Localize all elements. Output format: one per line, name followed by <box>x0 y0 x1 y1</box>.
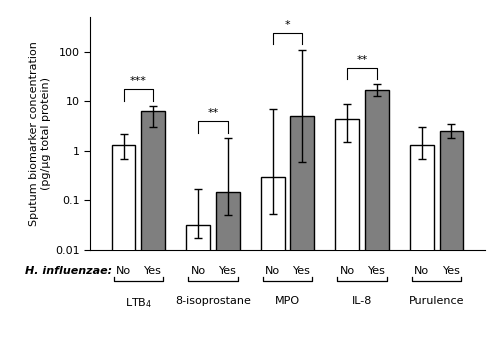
Bar <box>112 145 136 347</box>
Bar <box>216 192 240 347</box>
Text: 8-isoprostane: 8-isoprostane <box>175 296 251 306</box>
Text: No: No <box>340 266 354 276</box>
Text: Yes: Yes <box>144 266 162 276</box>
Text: LTB$_4$: LTB$_4$ <box>125 296 152 310</box>
Text: IL-8: IL-8 <box>352 296 372 306</box>
Text: **: ** <box>208 108 218 118</box>
Text: No: No <box>116 266 131 276</box>
Bar <box>365 90 389 347</box>
Text: **: ** <box>356 54 368 65</box>
Bar <box>142 111 166 347</box>
Text: Purulence: Purulence <box>409 296 465 306</box>
Y-axis label: Sputum biomarker concentration
(pg/μg total protein): Sputum biomarker concentration (pg/μg to… <box>29 41 51 226</box>
Text: No: No <box>265 266 280 276</box>
Bar <box>290 116 314 347</box>
Text: H. influenzae:: H. influenzae: <box>24 266 112 276</box>
Text: No: No <box>414 266 429 276</box>
Bar <box>440 131 464 347</box>
Bar <box>260 177 284 347</box>
Bar <box>335 119 359 347</box>
Text: Yes: Yes <box>442 266 460 276</box>
Text: MPO: MPO <box>275 296 300 306</box>
Text: Yes: Yes <box>219 266 237 276</box>
Text: Yes: Yes <box>368 266 386 276</box>
Text: No: No <box>190 266 206 276</box>
Bar <box>186 225 210 347</box>
Bar <box>410 145 434 347</box>
Text: ***: *** <box>130 76 147 86</box>
Text: Yes: Yes <box>294 266 312 276</box>
Text: *: * <box>284 20 290 30</box>
